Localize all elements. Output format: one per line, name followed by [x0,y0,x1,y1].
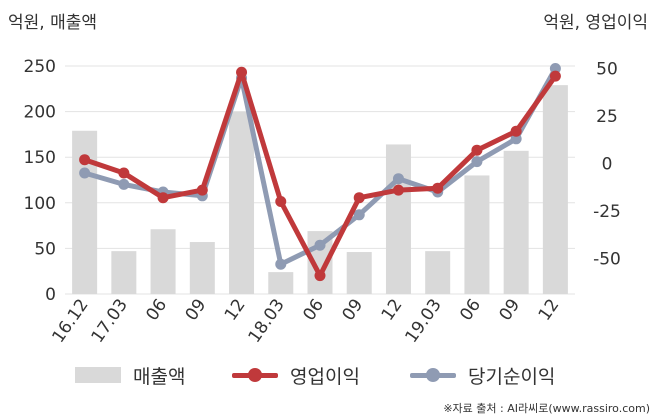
source-note: ※자료 출처 : AI라씨로(www.rassiro.com) [443,402,650,415]
x-axis-tick-label: 06 [456,295,485,324]
legend: 매출액 영업이익 당기순이익 [0,360,658,390]
operating-profit-point [392,184,404,196]
revenue-bar [503,150,529,294]
left-axis-ticks: 0 50 100 150 200 250 [24,57,56,305]
legend-label-net-income: 당기순이익 [468,365,556,388]
legend-swatch-operating-profit [232,367,278,383]
revenue-bar [464,175,490,294]
revenue-bar [150,229,176,294]
net-income-point [275,258,287,270]
x-axis-tick-label: 06 [142,295,171,324]
x-axis-tick-label: 06 [299,295,328,324]
legend-swatch-net-income [410,367,456,383]
revenue-bar [346,252,372,294]
right-axis-unit: 억원, 영업이익 [543,13,648,33]
operating-profit-point [236,66,248,78]
x-axis-tick-label: 17.03 [88,295,132,346]
revenue-bar [268,272,294,294]
right-axis-tick-label: -25 [593,202,621,222]
x-axis-tick-label: 12 [535,295,564,324]
x-axis-tick-label: 12 [221,295,250,324]
legend-swatch-revenue [75,367,121,383]
profit-lines [79,63,561,282]
operating-profit-point [549,70,561,82]
legend-item-net-income: 당기순이익 [410,360,555,390]
left-axis-tick-label: 150 [24,148,56,168]
revenue-bar [111,251,137,294]
operating-profit-point [196,184,208,196]
operating-profit-point [471,144,483,156]
x-axis-tick-label: 12 [378,295,407,324]
net-income-point [118,178,130,190]
operating-profit-point [432,182,444,194]
legend-label-operating-profit: 영업이익 [290,365,360,388]
x-axis-tick-label: 09 [339,295,368,324]
left-axis-tick-label: 200 [24,103,56,123]
operating-profit-point [79,154,91,166]
right-axis-tick-label: 0 [602,155,613,175]
left-axis-tick-label: 0 [45,285,56,305]
left-axis-tick-label: 250 [24,57,56,77]
operating-profit-point [314,270,326,282]
revenue-bar [542,85,568,294]
right-axis-tick-label: 50 [596,60,618,80]
net-income-point [549,63,561,74]
revenue-bar [189,242,215,294]
net-income-point [79,167,91,179]
legend-item-revenue: 매출액 [75,360,185,390]
operating-profit-point [353,192,365,204]
net-income-point [471,156,483,168]
x-axis-tick-label: 09 [182,295,211,324]
right-axis-tick-label: -50 [593,250,621,270]
operating-profit-point [118,167,130,179]
revenue-bar [385,144,411,294]
revenue-bar [425,251,451,294]
net-income-point [510,133,522,145]
revenue-bars [72,85,568,294]
left-axis-tick-label: 100 [24,194,56,214]
left-axis-tick-label: 50 [34,239,56,259]
net-income-point [353,209,365,221]
x-axis-tick-label: 18.03 [245,295,289,346]
legend-label-revenue: 매출액 [133,365,186,388]
net-income-point [314,239,326,251]
operating-profit-point [275,196,287,207]
x-axis-tick-label: 19.03 [401,295,445,346]
left-axis-unit: 억원, 매출액 [8,13,98,33]
right-axis-ticks: -50 -25 0 25 50 [593,60,621,270]
right-axis-tick-label: 25 [596,107,618,127]
legend-item-operating-profit: 영업이익 [232,360,360,390]
net-income-point [392,173,404,185]
x-axis-tick-label: 09 [495,295,524,324]
operating-profit-point [157,192,169,204]
revenue-bar [229,111,255,294]
operating-profit-point [510,125,522,137]
